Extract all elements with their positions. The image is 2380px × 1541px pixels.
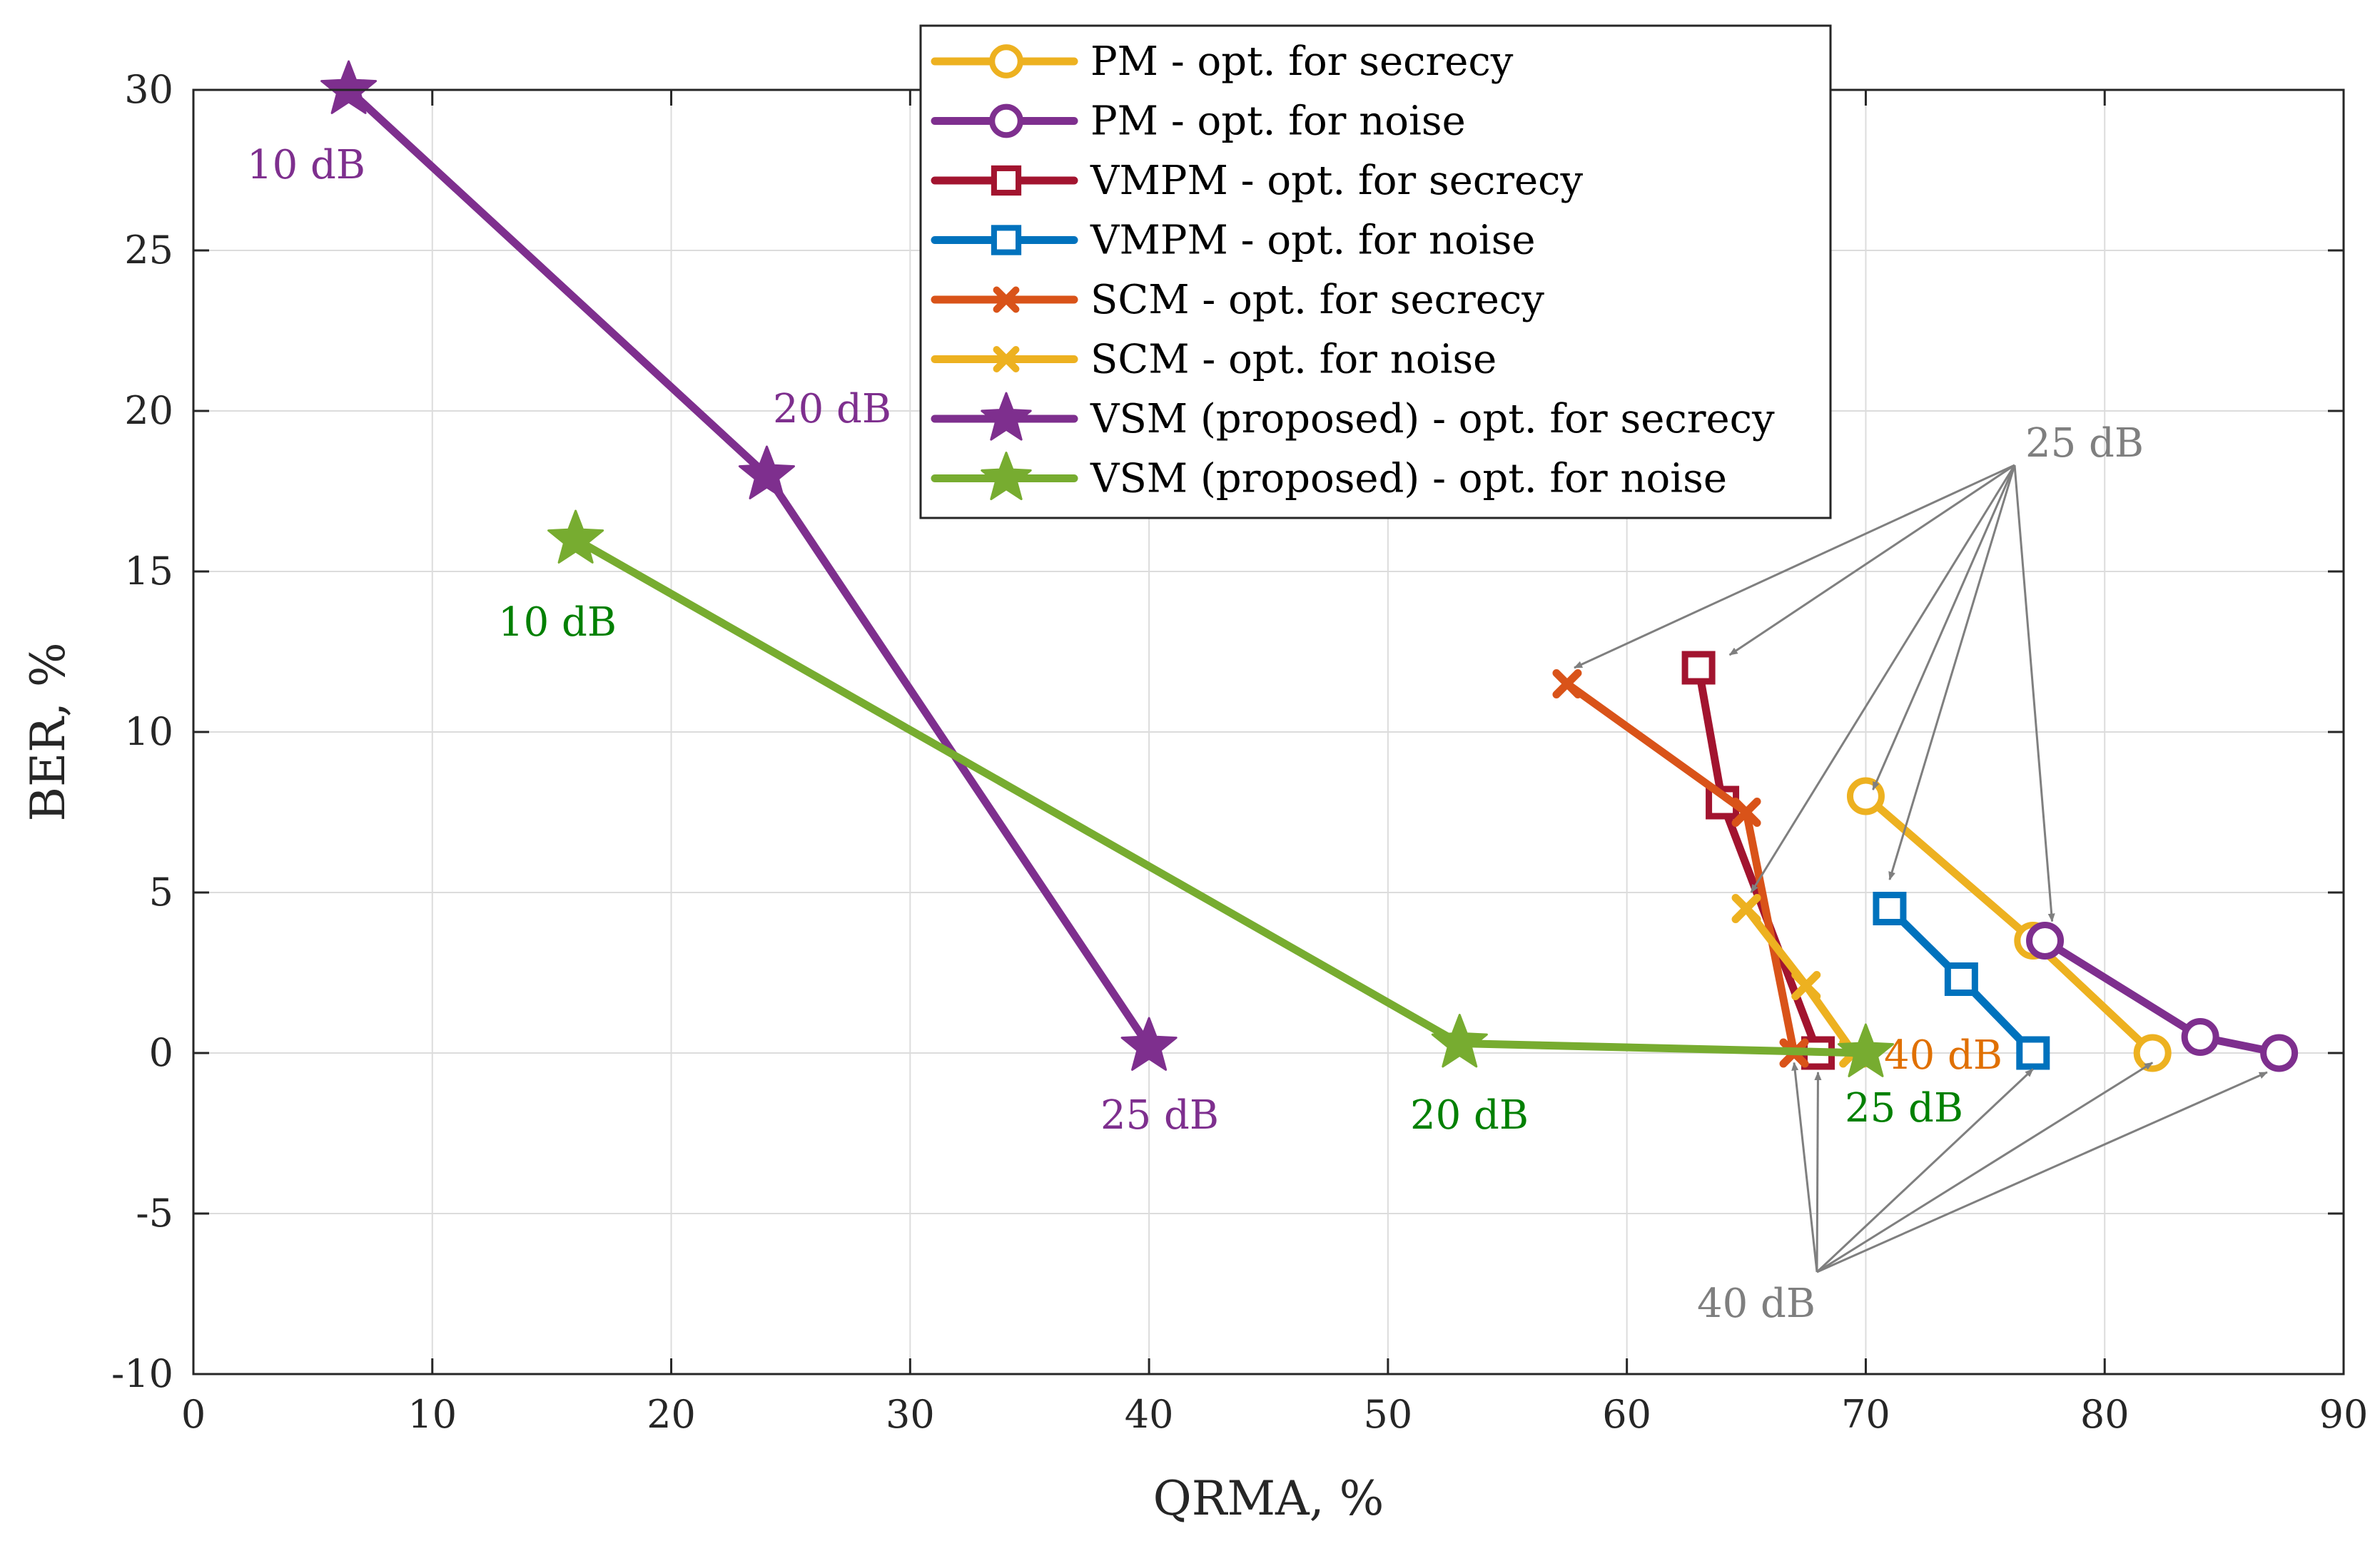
annotation-label: 10 dB xyxy=(498,599,617,646)
x-tick-label: 20 xyxy=(647,1392,696,1437)
data-point xyxy=(2016,1036,2050,1070)
legend-label: PM - opt. for noise xyxy=(1090,98,1466,145)
x-tick-label: 50 xyxy=(1364,1392,1413,1437)
legend-swatch-marker xyxy=(991,225,1022,255)
legend-swatch-marker xyxy=(991,165,1022,196)
legend-entry: VMPM - opt. for noise xyxy=(931,218,1536,264)
annotation-label: 20 dB xyxy=(773,386,891,432)
arrow-40db xyxy=(1816,1071,2268,1273)
arrow-25db xyxy=(1872,464,2016,790)
legend: PM - opt. for secrecy PM - opt. for noise… xyxy=(919,24,1832,519)
data-point xyxy=(1873,892,1907,925)
data-point xyxy=(1431,1014,1488,1068)
x-tick-label: 60 xyxy=(1602,1392,1651,1437)
legend-label: VMPM - opt. for noise xyxy=(1090,218,1536,264)
data-point xyxy=(1681,651,1716,685)
annotation-arrows xyxy=(1574,464,2268,1273)
legend-entry: SCM - opt. for secrecy xyxy=(931,277,1544,323)
y-tick-label: 30 xyxy=(124,67,173,112)
legend-label: VMPM - opt. for secrecy xyxy=(1090,158,1584,204)
y-tick-label: 25 xyxy=(124,228,173,273)
x-tick-label: 0 xyxy=(181,1392,206,1437)
data-point xyxy=(1944,962,1978,996)
y-tick-label: 5 xyxy=(149,870,173,915)
legend-swatch-marker xyxy=(989,44,1023,78)
data-point xyxy=(1120,1017,1178,1071)
y-tick-label: 10 xyxy=(124,709,173,754)
x-tick-label: 10 xyxy=(407,1392,457,1437)
legend-label: SCM - opt. for secrecy xyxy=(1090,277,1544,323)
y-tick-label: -5 xyxy=(136,1191,173,1236)
data-point xyxy=(2260,1034,2299,1072)
legend-entry: SCM - opt. for noise xyxy=(931,337,1497,383)
legend-swatch-marker xyxy=(981,452,1032,501)
y-axis-title: BER, % xyxy=(21,642,76,821)
legend-entry: PM - opt. for noise xyxy=(931,98,1466,145)
data-point xyxy=(1731,894,1761,923)
annotation-label: 40 dB xyxy=(1884,1032,2002,1079)
annotation-label: 10 dB xyxy=(247,142,365,188)
y-tick-label: 15 xyxy=(124,549,173,594)
annotation-label: 25 dB xyxy=(2025,420,2144,467)
series-3 xyxy=(1681,651,1835,1070)
legend-entry: VSM (proposed) - opt. for secrecy xyxy=(931,392,1775,442)
series-7 xyxy=(320,60,1178,1071)
data-point xyxy=(1731,798,1761,827)
arrow-25db xyxy=(1750,464,2016,893)
y-tick-label: 0 xyxy=(149,1030,173,1075)
x-tick-label: 40 xyxy=(1125,1392,1174,1437)
arrow-40db xyxy=(1791,1062,1818,1273)
series-2 xyxy=(2026,922,2299,1072)
legend-label: PM - opt. for secrecy xyxy=(1090,39,1514,85)
y-tick-label: 20 xyxy=(124,388,173,433)
legend-label: VSM (proposed) - opt. for noise xyxy=(1090,456,1727,502)
data-point xyxy=(1552,669,1582,698)
y-tick-label: -10 xyxy=(111,1351,173,1396)
series-layer xyxy=(320,60,2299,1077)
x-tick-label: 70 xyxy=(1841,1392,1890,1437)
arrow-25db xyxy=(1728,464,2015,656)
series-5 xyxy=(1552,669,1809,1068)
x-axis-title: QRMA, % xyxy=(1153,1471,1384,1526)
data-point xyxy=(1837,1023,1894,1077)
legend-swatch-marker xyxy=(989,103,1023,138)
x-tick-label: 80 xyxy=(2080,1392,2130,1437)
data-point xyxy=(2133,1034,2172,1072)
data-point xyxy=(547,509,604,564)
annotation-label: 20 dB xyxy=(1410,1092,1529,1139)
legend-box xyxy=(919,24,1832,519)
legend-entry: VSM (proposed) - opt. for noise xyxy=(931,452,1727,502)
data-point xyxy=(738,445,795,499)
arrow-25db xyxy=(1574,464,2015,669)
arrow-40db xyxy=(1816,1062,2154,1273)
legend-entry: PM - opt. for secrecy xyxy=(931,39,1514,85)
legend-label: SCM - opt. for noise xyxy=(1090,337,1497,383)
series-4 xyxy=(1873,892,2050,1070)
legend-swatch-marker xyxy=(981,392,1032,441)
arrow-25db xyxy=(1888,464,2016,880)
legend-swatch-marker xyxy=(993,286,1020,313)
x-tick-label: 90 xyxy=(2319,1392,2369,1437)
arrow-40db xyxy=(1816,1068,2034,1273)
arrow-40db xyxy=(1814,1072,1822,1273)
data-point xyxy=(2181,1018,2219,1056)
legend-swatch-marker xyxy=(993,346,1020,372)
data-point xyxy=(1846,777,1885,815)
axes: 0 10 20 30 40 50 60 70 80 90 -10 -5 0 5 10 15 20 25 30 QRMA… xyxy=(21,67,2368,1526)
legend-label: VSM (proposed) - opt. for secrecy xyxy=(1090,396,1775,442)
data-point xyxy=(1791,971,1821,1000)
arrow-25db xyxy=(2013,464,2055,922)
annotation-label: 40 dB xyxy=(1697,1281,1816,1327)
annotations: 10 dB 20 dB 25 dB 10 dB 20 dB 25 dB 40 dB 25 dB… xyxy=(247,142,2144,1327)
annotation-label: 25 dB xyxy=(1845,1085,1963,1131)
annotation-label: 25 dB xyxy=(1100,1092,1219,1139)
x-tick-label: 30 xyxy=(886,1392,935,1437)
data-point xyxy=(320,60,378,114)
data-point xyxy=(2026,922,2065,960)
legend-entry: VMPM - opt. for secrecy xyxy=(931,158,1584,204)
series-8 xyxy=(547,509,1894,1077)
